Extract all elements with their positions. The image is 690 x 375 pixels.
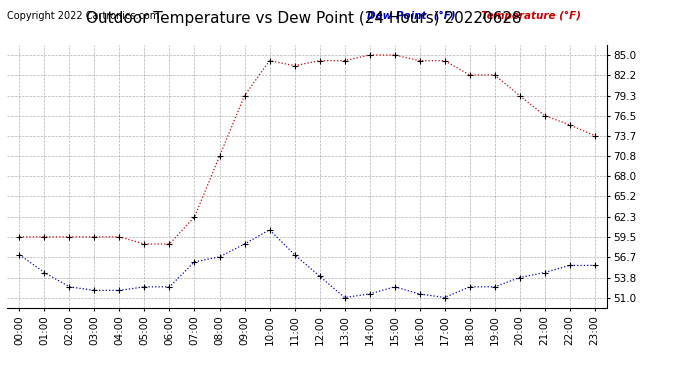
Text: Dew Point  (°F): Dew Point (°F) xyxy=(367,11,455,21)
Text: Copyright 2022 Cartronics.com: Copyright 2022 Cartronics.com xyxy=(7,11,159,21)
Text: Temperature (°F): Temperature (°F) xyxy=(481,11,581,21)
Text: Outdoor Temperature vs Dew Point (24 Hours) 20220628: Outdoor Temperature vs Dew Point (24 Hou… xyxy=(86,11,522,26)
